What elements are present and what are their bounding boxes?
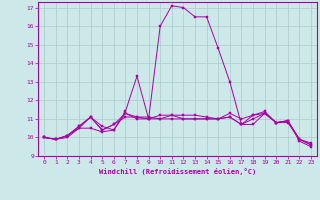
- X-axis label: Windchill (Refroidissement éolien,°C): Windchill (Refroidissement éolien,°C): [99, 168, 256, 175]
